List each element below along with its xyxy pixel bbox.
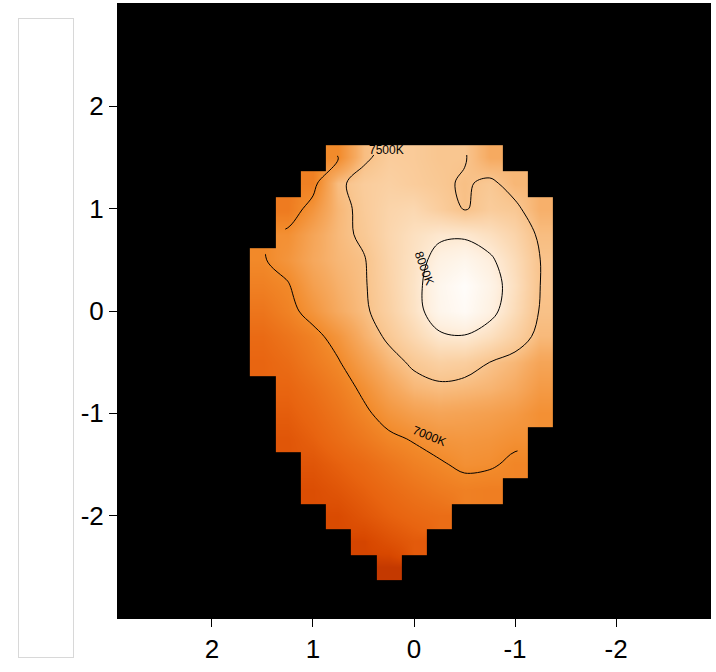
svg-text:1: 1: [306, 634, 320, 664]
svg-text:0: 0: [407, 634, 421, 664]
svg-text:-1: -1: [81, 398, 104, 428]
svg-text:-2: -2: [604, 634, 627, 664]
svg-text:-1: -1: [503, 634, 526, 664]
svg-text:2: 2: [89, 91, 103, 121]
svg-text:1: 1: [89, 194, 103, 224]
svg-text:0: 0: [89, 296, 103, 326]
svg-text:8000K: 8000K: [412, 250, 437, 287]
svg-text:7500K: 7500K: [369, 143, 404, 157]
svg-text:7000K: 7000K: [411, 423, 448, 449]
svg-text:2: 2: [205, 634, 219, 664]
svg-text:-2: -2: [81, 501, 104, 531]
